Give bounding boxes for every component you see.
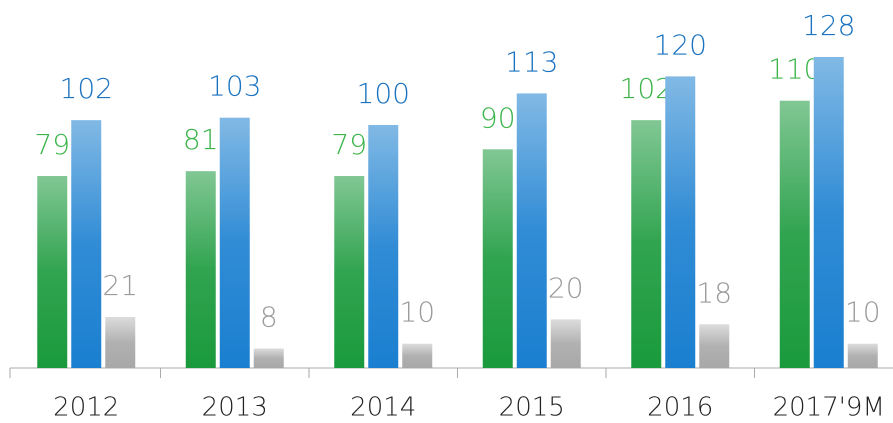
x-tick-label: 2016 [647,393,713,423]
value-label: 110 [768,53,821,86]
value-label: 79 [331,128,367,161]
bar [334,176,365,368]
value-label: 8 [260,301,278,334]
bar [699,324,730,368]
value-label: 10 [845,296,881,329]
x-tick-label: 2012 [53,393,119,423]
bar [402,343,433,368]
value-label: 18 [696,276,732,309]
value-label: 10 [399,296,435,329]
bar [779,100,810,368]
bar [813,56,844,369]
value-label: 128 [802,9,855,42]
value-label: 21 [102,269,138,302]
bar [368,125,399,368]
value-label: 90 [480,101,516,134]
bar [253,348,284,368]
value-label: 81 [183,123,219,156]
x-tick-label: 2015 [499,393,565,423]
value-label: 102 [60,72,113,105]
x-tick-label: 2014 [350,393,416,423]
bar [847,343,878,368]
bar [185,171,216,368]
value-label: 120 [654,28,707,61]
x-tick-label: 2013 [202,393,268,423]
bar [631,120,662,368]
value-label: 113 [505,45,558,78]
bar [71,120,102,368]
value-label: 79 [34,128,70,161]
bar [105,316,136,368]
bar [219,117,250,369]
bar [482,149,513,368]
value-label: 100 [357,77,410,110]
bar [550,319,581,368]
bar [665,76,696,369]
value-label: 103 [208,70,261,103]
bar [516,93,547,368]
x-tick-label: 2017'9M [773,393,885,423]
value-label: 20 [548,271,584,304]
value-label: 102 [620,72,673,105]
bar [37,176,68,368]
